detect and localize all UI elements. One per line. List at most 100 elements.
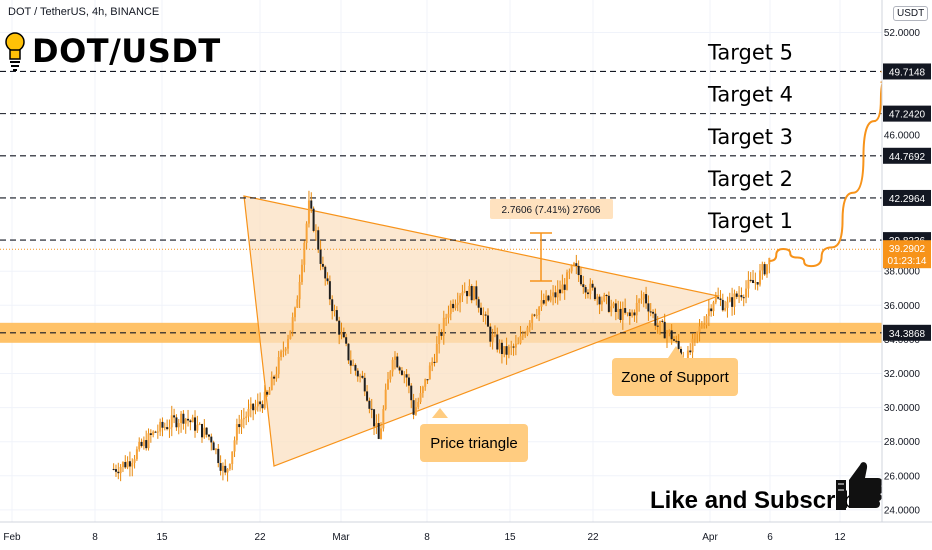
support-tag-label: 34.3868 (889, 329, 926, 340)
candle-body (505, 346, 508, 355)
candle-body (475, 286, 478, 300)
candle-body (352, 364, 355, 366)
candle-body (198, 423, 201, 425)
candle-body (342, 332, 345, 338)
candle-body (740, 295, 743, 298)
candle-body (538, 306, 541, 315)
candle-body (466, 290, 469, 297)
candle-body (252, 403, 255, 411)
candle-body (240, 419, 243, 428)
candle-body (677, 340, 680, 349)
candle-body (184, 418, 187, 424)
level-tag-label: 47.2420 (889, 110, 926, 121)
candle-body (612, 303, 615, 307)
symbol-line: DOT / TetherUS, 4h, BINANCE (8, 6, 160, 18)
candle-body (747, 279, 750, 289)
candle-body (742, 297, 745, 299)
candle-body (542, 300, 545, 304)
candle-body (463, 290, 466, 293)
time-axis[interactable]: Feb 8 15 22 Mar 8 15 22 Apr 6 12 (3, 532, 846, 543)
candle-body (579, 275, 582, 285)
candle-body (405, 374, 408, 378)
candle-body (263, 391, 266, 409)
candle-body (561, 284, 564, 294)
candle-body (593, 287, 596, 300)
candle-body (519, 336, 522, 344)
candle-body (324, 266, 327, 279)
candle-body (426, 379, 429, 381)
candle-body (177, 423, 180, 428)
candle-body (217, 448, 220, 464)
candle-body (261, 404, 264, 409)
support-label: Zone of Support (621, 369, 729, 386)
candle-body (203, 427, 206, 438)
candle-body (556, 289, 559, 298)
candle-body (356, 370, 359, 377)
candle-body (338, 320, 341, 335)
candle-body (642, 294, 645, 299)
candle-body (480, 307, 482, 315)
candle-body (400, 370, 403, 375)
candle-body (649, 311, 652, 313)
thumbs-up-icon (836, 462, 883, 510)
candle-body (600, 300, 603, 305)
candle-body (207, 434, 210, 437)
candle-body (387, 379, 389, 390)
currency-badge[interactable]: USDT (893, 6, 929, 21)
candle-body (347, 343, 350, 361)
candle-body (363, 377, 366, 392)
candle-body (273, 376, 276, 379)
candle-body (568, 271, 571, 273)
level-tag-label: 42.2964 (889, 194, 926, 205)
y-tick-label: 52.0000 (884, 28, 921, 39)
candle-body (287, 338, 290, 349)
candle-body (749, 279, 752, 281)
candle-body (280, 351, 283, 358)
candle-body (456, 302, 459, 305)
candle-body (303, 242, 306, 265)
candle-body (424, 379, 427, 387)
candle-body (493, 334, 496, 336)
candle-body (524, 334, 527, 336)
candle-body (510, 346, 513, 348)
candle-body (133, 459, 136, 463)
current-price-tag (883, 240, 931, 269)
candle-body (119, 466, 122, 474)
candle-body (147, 433, 150, 449)
candle-body (210, 436, 213, 443)
candle-body (266, 391, 269, 395)
candle-body (398, 367, 401, 371)
candle-body (552, 292, 555, 297)
candle-body (149, 433, 152, 436)
candle-body (259, 401, 262, 405)
candle-body (717, 297, 720, 299)
candle-body (440, 332, 443, 336)
candle-body (140, 441, 143, 447)
candle-body (182, 413, 185, 424)
candle-body (142, 440, 145, 447)
candle-body (168, 427, 171, 430)
candle-body (431, 361, 434, 366)
candle-body (528, 322, 531, 328)
price-axis[interactable]: 52.000038.000036.000034.000032.000030.00… (884, 28, 921, 516)
y-tick-label: 46.0000 (884, 130, 921, 141)
support-tag (883, 324, 931, 341)
candle-body (473, 286, 476, 301)
candle-body (326, 278, 329, 282)
candle-body (161, 421, 164, 428)
candle-body (700, 326, 703, 328)
candle-body (765, 264, 768, 275)
level-tag-label: 44.7692 (889, 152, 926, 163)
level-tags: 49.714847.242044.769242.296439.823634.38… (883, 63, 931, 341)
candle-body (321, 263, 324, 267)
candle-body (384, 389, 387, 410)
candle-body (368, 400, 371, 409)
candle-body (438, 332, 441, 344)
candle-body (535, 314, 538, 316)
candle-body (435, 343, 438, 363)
candle-body (201, 423, 203, 438)
candle-body (533, 314, 536, 316)
candle-body (291, 317, 294, 331)
y-tick-label: 26.0000 (884, 471, 921, 482)
